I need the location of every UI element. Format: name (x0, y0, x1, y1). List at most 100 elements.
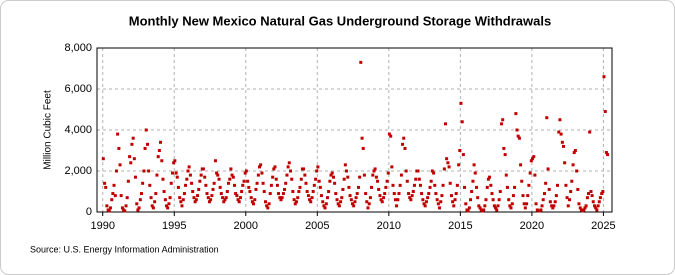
point (317, 179, 321, 183)
y-tick-label: 8,000 (64, 42, 92, 54)
point (329, 173, 333, 177)
point (541, 198, 545, 202)
point (600, 192, 604, 196)
point (424, 200, 428, 204)
point (495, 208, 499, 212)
point (242, 179, 246, 183)
point (545, 116, 549, 120)
point (124, 204, 128, 208)
point (292, 198, 296, 202)
point (340, 196, 344, 200)
point (273, 165, 277, 169)
point (215, 171, 219, 175)
point (478, 206, 482, 210)
point (226, 181, 230, 185)
point (397, 192, 401, 196)
point (393, 198, 397, 202)
point (560, 140, 564, 144)
point (362, 173, 366, 177)
point (176, 185, 180, 189)
point (451, 200, 455, 204)
point (384, 185, 388, 189)
point (144, 128, 148, 132)
point (593, 204, 597, 208)
point (129, 161, 133, 165)
point (505, 185, 509, 189)
point (161, 177, 165, 181)
point (421, 198, 425, 202)
point (517, 136, 521, 140)
point (181, 198, 185, 202)
point (371, 173, 375, 177)
point (508, 204, 512, 208)
point (259, 163, 263, 167)
point (445, 157, 449, 161)
point (141, 181, 145, 185)
point (461, 153, 465, 157)
source-note: Source: U.S. Energy Information Administ… (30, 244, 219, 254)
point (151, 206, 155, 210)
point (500, 122, 504, 126)
point (173, 159, 177, 163)
point (334, 192, 338, 196)
point (459, 101, 463, 105)
point (240, 190, 244, 193)
point (306, 194, 310, 198)
point (403, 146, 407, 150)
point (359, 60, 363, 64)
point (221, 196, 225, 200)
point (422, 202, 426, 206)
point (558, 118, 562, 122)
point (446, 161, 450, 165)
point (253, 198, 257, 202)
point (154, 192, 158, 196)
point (203, 175, 207, 179)
point (515, 128, 519, 132)
point (275, 183, 279, 187)
point (293, 202, 297, 206)
point (107, 209, 111, 213)
point (231, 175, 235, 179)
point (145, 142, 149, 146)
point (126, 179, 130, 183)
point (603, 110, 607, 114)
point (286, 165, 290, 169)
point (244, 169, 248, 173)
point (199, 173, 203, 177)
point (372, 169, 376, 173)
point (392, 192, 396, 196)
point (596, 204, 600, 208)
point (519, 163, 523, 167)
point (514, 112, 518, 116)
point (312, 183, 316, 187)
point (228, 177, 232, 181)
point (277, 192, 281, 196)
x-tick-label: 1995 (162, 220, 186, 232)
point (274, 177, 278, 181)
point (156, 155, 160, 159)
point (265, 204, 269, 208)
point (433, 183, 437, 187)
point (112, 183, 116, 187)
point (291, 190, 295, 193)
point (553, 200, 557, 204)
point (248, 190, 252, 193)
point (552, 204, 556, 208)
point (116, 132, 120, 136)
point (521, 194, 525, 198)
point (477, 204, 481, 208)
point (485, 185, 489, 189)
point (544, 181, 548, 185)
point (123, 209, 127, 213)
point (353, 200, 357, 204)
point (212, 181, 216, 185)
point (346, 175, 350, 179)
point (443, 122, 447, 126)
point (297, 190, 301, 193)
point (219, 192, 223, 196)
point (217, 177, 221, 181)
point (147, 169, 151, 173)
point (206, 196, 210, 200)
